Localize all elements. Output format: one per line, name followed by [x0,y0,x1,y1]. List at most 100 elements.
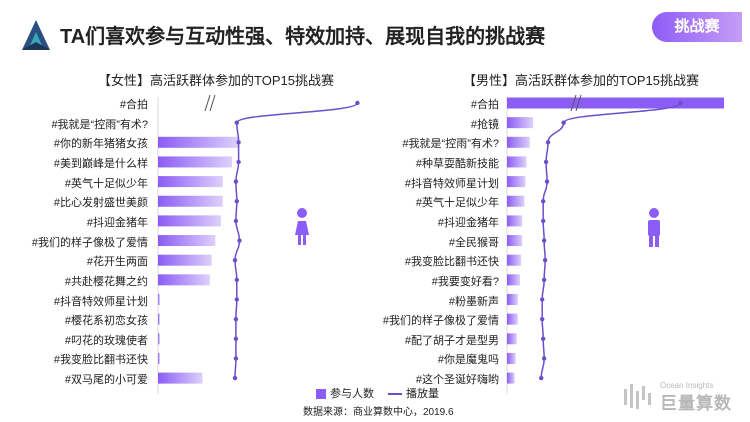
female-category-label: #花开生两面 [86,256,148,269]
female-play-point [233,336,239,341]
male-play-point [539,375,544,381]
male-category-label: #我变脸比翻书还快 [404,256,499,269]
female-category-label: #双马尾的小可爱 [64,374,148,387]
legend: 参与人数 播放量 [316,385,439,401]
female-bar [158,156,232,168]
female-play-point [237,238,242,243]
legend-bar-swatch [316,389,326,400]
female-category-label: #樱花系初恋女孩 [64,315,148,328]
male-play-point [545,140,551,145]
female-axis-break [204,94,211,112]
male-play-point [678,100,683,106]
male-category-label: #抢镜 [470,118,499,131]
male-category-label: #全民猴哥 [448,236,499,249]
female-play-point [233,179,239,184]
header: TA们喜欢参与互动性强、特效加持、展现自我的挑战赛 挑战赛 [0,0,750,60]
male-bar [507,215,523,227]
male-category-label: #合拍 [470,99,499,111]
female-play-point [234,297,239,302]
legend-line-swatch [388,393,402,396]
female-category-label: #共赴樱花舞之约 [64,275,148,288]
female-category-label: #比心发射盛世美颜 [53,197,148,210]
female-bar [158,215,221,227]
data-source: 数据来源：商业算数中心，2019.6 [303,407,454,418]
male-category-label: #抖音特效师星计划 [404,177,499,190]
male-play-point [541,277,547,283]
male-play-point [541,356,547,361]
male-bar [507,294,518,305]
male-play-point [540,297,545,302]
female-person-icon [297,208,307,218]
male-play-line [540,102,682,379]
male-bar [507,136,530,148]
female-play-point [236,140,241,145]
female-bar [158,136,240,148]
male-play-point [544,179,550,184]
male-category-label: #配了胡子才是型男 [404,334,499,347]
female-bar [158,372,203,384]
male-bar [507,313,518,325]
male-bar [507,254,522,266]
male-play-point [542,258,548,263]
female-play-point [234,120,239,125]
male-bar [507,176,526,188]
page-title: TA们喜欢参与互动性强、特效加持、展现自我的挑战赛 [60,26,546,48]
female-category-label: #我变脸比翻书还快 [53,354,148,367]
female-bar [158,352,160,364]
female-axis-break [209,94,216,112]
male-category-label: #粉墨新声 [448,295,499,308]
male-category-label: #我们的样子像极了爱情 [382,315,499,328]
legend-line-label: 播放量 [406,388,439,400]
male-play-point [540,199,546,204]
female-play-point [232,258,238,263]
female-bar [158,235,216,247]
logo-icon [22,20,50,50]
female-bar [158,176,223,188]
female-chart-title: 【女性】高活跃群体参加的TOP15挑战赛 [98,73,334,88]
male-bar [507,333,517,345]
brand-subtitle: Ocean Insights [660,381,714,390]
female-category-label: #抖音特效师星计划 [53,295,148,308]
male-bar [507,274,521,286]
female-play-point [236,159,241,165]
female-play-line [234,102,359,379]
male-chart-title: 【男性】高活跃群体参加的TOP15挑战赛 [463,73,699,88]
female-play-point [234,199,239,204]
female-category-label: #我们的样子像极了爱情 [31,236,148,249]
legend-bar-label: 参与人数 [330,388,374,400]
male-play-point [543,159,549,165]
female-bar [158,254,212,266]
male-play-point [540,218,546,224]
female-bar [158,333,160,345]
female-play-point [355,100,360,106]
male-category-label: #抖迎金猪年 [437,216,499,229]
female-play-point [233,316,239,322]
male-bar [507,117,534,129]
male-category-label: #我要变好看? [431,275,499,288]
male-play-point [541,238,547,243]
male-category-label: #种草耍酷新技能 [415,157,499,170]
female-category-label: #抖迎金猪年 [86,216,148,229]
male-axis-break [570,94,577,112]
female-person-icon [298,235,301,245]
male-bar [507,156,527,168]
male-category-label: #我就是“控雨”有术? [402,138,499,151]
male-play-point [540,316,545,322]
female-person-icon [303,235,306,245]
male-bar [507,195,525,207]
male-play-point [561,120,566,125]
brand-name: 巨量算数 [660,394,732,413]
male-person-icon [655,235,659,247]
female-category-label: #叼花的玫瑰使者 [64,334,148,347]
male-bar [507,235,523,247]
male-bar [507,372,515,384]
male-person-icon [648,220,660,236]
female-bar [158,195,223,207]
male-category-label: #英气十足似少年 [415,197,499,210]
female-bar [158,294,160,305]
female-person-icon [295,221,309,235]
female-category-label: #我就是“控雨”有术? [51,118,148,131]
male-category-label: #这个圣诞好嗨哟 [415,374,499,387]
female-bar [158,274,210,286]
